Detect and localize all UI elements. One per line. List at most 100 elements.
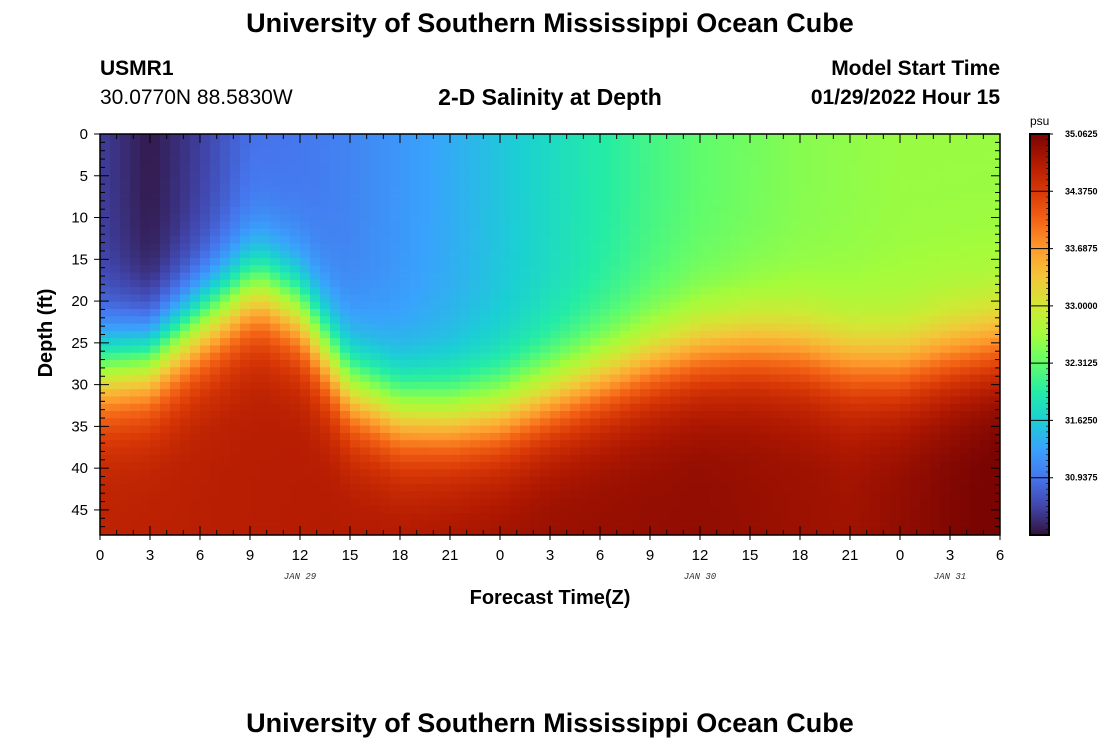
heatmap-cell (430, 221, 441, 230)
heatmap-cell (450, 469, 461, 478)
heatmap-cell (190, 338, 201, 347)
heatmap-cell (510, 432, 521, 441)
heatmap-cell (280, 454, 291, 463)
heatmap-cell (800, 199, 811, 208)
heatmap-cell (880, 374, 891, 383)
heatmap-cell (690, 389, 701, 398)
heatmap-cell (650, 432, 661, 441)
heatmap-cell (760, 432, 771, 441)
heatmap-cell (410, 447, 421, 456)
heatmap-cell (660, 338, 671, 347)
heatmap-cell (770, 236, 781, 244)
heatmap-cell (280, 411, 291, 419)
heatmap-cell (670, 338, 681, 347)
heatmap-cell (890, 476, 901, 485)
heatmap-cell (180, 491, 191, 500)
heatmap-cell (540, 440, 551, 449)
heatmap-cell (170, 170, 181, 179)
heatmap-cell (730, 360, 741, 368)
heatmap-cell (490, 418, 501, 427)
heatmap-cell (670, 301, 681, 310)
heatmap-cell (390, 279, 401, 288)
heatmap-cell (750, 316, 761, 325)
heatmap-cell (640, 498, 651, 507)
heatmap-cell (510, 257, 521, 266)
heatmap-cell (680, 396, 691, 405)
heatmap-cell (300, 163, 311, 172)
heatmap-cell (790, 367, 801, 376)
heatmap-cell (720, 367, 731, 376)
heatmap-cell (430, 301, 441, 310)
heatmap-cell (230, 520, 241, 529)
heatmap-cell (480, 250, 491, 259)
heatmap-cell (970, 498, 981, 507)
heatmap-cell (970, 505, 981, 514)
heatmap-cell (590, 170, 601, 179)
heatmap-cell (160, 338, 171, 347)
heatmap-cell (660, 177, 671, 186)
heatmap-cell (400, 148, 411, 157)
heatmap-cell (140, 163, 151, 172)
heatmap-cell (890, 462, 901, 470)
heatmap-cell (100, 520, 111, 529)
heatmap-cell (610, 505, 621, 514)
heatmap-cell (750, 141, 761, 150)
heatmap-cell (850, 265, 861, 274)
heatmap-cell (790, 221, 801, 230)
heatmap-cell (940, 425, 951, 434)
heatmap-cell (100, 250, 111, 259)
heatmap-cell (700, 360, 711, 368)
heatmap-cell (720, 148, 731, 157)
heatmap-cell (200, 411, 211, 419)
heatmap-cell (300, 141, 311, 150)
heatmap-cell (650, 257, 661, 266)
heatmap-cell (970, 265, 981, 274)
heatmap-cell (680, 425, 691, 434)
heatmap-cell (740, 491, 751, 500)
heatmap-cell (550, 192, 561, 201)
heatmap-cell (560, 513, 571, 522)
heatmap-cell (560, 250, 571, 259)
heatmap-cell (680, 389, 691, 398)
heatmap-cell (780, 323, 791, 332)
heatmap-cell (310, 527, 321, 535)
heatmap-cell (980, 381, 991, 390)
heatmap-cell (160, 403, 171, 412)
heatmap-cell (480, 134, 491, 142)
heatmap-cell (190, 228, 201, 237)
heatmap-cell (230, 411, 241, 419)
heatmap-cell (160, 301, 171, 310)
heatmap-cell (230, 279, 241, 288)
heatmap-cell (530, 141, 541, 150)
heatmap-cell (620, 294, 631, 303)
heatmap-cell (700, 206, 711, 215)
heatmap-cell (530, 228, 541, 237)
heatmap-cell (690, 396, 701, 405)
heatmap-cell (940, 374, 951, 383)
heatmap-cell (880, 462, 891, 470)
heatmap-cell (130, 214, 141, 223)
heatmap-cell (570, 505, 581, 514)
heatmap-cell (760, 425, 771, 434)
heatmap-cell (340, 425, 351, 434)
heatmap-cell (240, 185, 251, 193)
heatmap-cell (140, 454, 151, 463)
heatmap-cell (590, 323, 601, 332)
heatmap-cell (290, 272, 301, 281)
heatmap-cell (380, 155, 391, 164)
heatmap-cell (170, 367, 181, 376)
heatmap-cell (120, 148, 131, 157)
heatmap-cell (400, 360, 411, 368)
heatmap-cell (200, 447, 211, 456)
heatmap-cell (860, 425, 871, 434)
heatmap-cell (160, 250, 171, 259)
heatmap-cell (660, 411, 671, 419)
heatmap-cell (530, 170, 541, 179)
heatmap-cell (870, 287, 881, 295)
heatmap-cell (940, 294, 951, 303)
heatmap-cell (130, 330, 141, 339)
heatmap-cell (130, 352, 141, 361)
heatmap-cell (920, 367, 931, 376)
heatmap-cell (310, 330, 321, 339)
heatmap-cell (560, 396, 571, 405)
